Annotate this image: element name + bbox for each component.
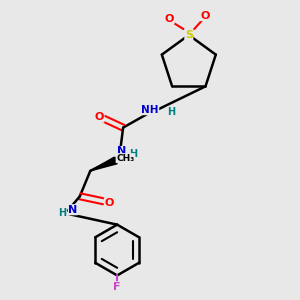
Text: O: O: [94, 112, 104, 122]
Text: H: H: [167, 107, 175, 117]
Text: S: S: [185, 30, 193, 40]
Text: F: F: [113, 282, 121, 292]
Text: H: H: [58, 208, 67, 218]
Polygon shape: [90, 157, 117, 171]
Text: O: O: [201, 11, 210, 21]
Text: H: H: [130, 149, 138, 160]
Text: O: O: [165, 14, 174, 24]
Text: N: N: [117, 146, 126, 157]
Text: O: O: [104, 198, 114, 208]
Text: CH₃: CH₃: [116, 154, 134, 163]
Text: NH: NH: [141, 105, 159, 115]
Text: N: N: [68, 205, 78, 215]
